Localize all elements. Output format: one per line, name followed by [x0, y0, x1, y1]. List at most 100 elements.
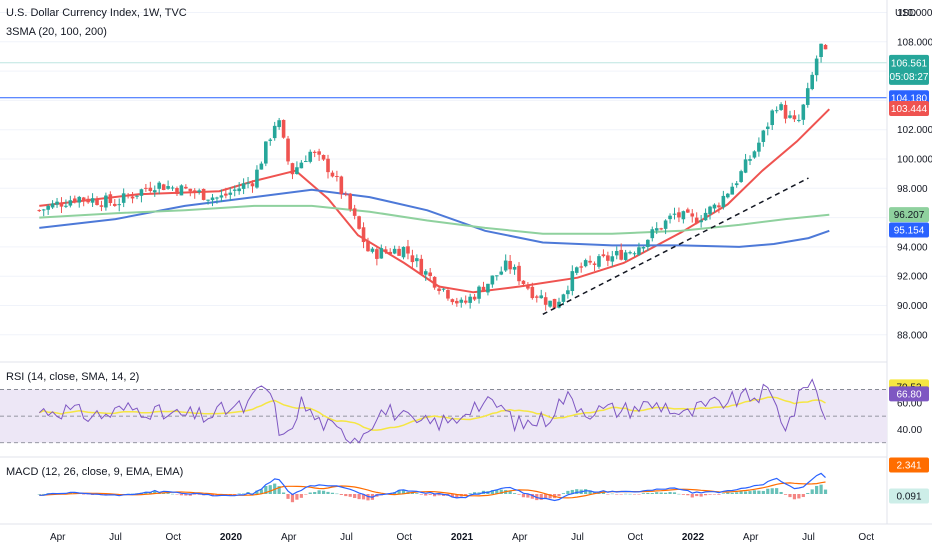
- candle-body: [770, 110, 775, 126]
- price-tick-label: 108.000: [897, 37, 932, 48]
- macd-histogram-bar: [526, 494, 530, 498]
- macd-histogram-bar: [659, 492, 663, 494]
- candle-body: [277, 120, 281, 128]
- candle-body: [437, 288, 441, 291]
- macd-histogram-bar: [815, 485, 819, 494]
- macd-histogram-bar: [721, 493, 725, 494]
- macd-histogram-bar: [508, 490, 512, 494]
- rsi-badge-text: 66.80: [896, 389, 921, 400]
- macd-histogram-bar: [268, 485, 272, 494]
- macd-histogram-bar: [304, 494, 308, 495]
- last-price-text: 106.561: [891, 58, 928, 69]
- candle-body: [703, 212, 708, 221]
- candle-body: [614, 250, 619, 256]
- hline-badge-text: 104.180: [891, 93, 928, 104]
- candle-body: [308, 151, 313, 162]
- candle-body: [530, 286, 535, 299]
- candle-body: [184, 186, 188, 189]
- rsi-line[interactable]: [38, 378, 826, 444]
- candle-body: [148, 187, 153, 192]
- time-tick-label: Apr: [50, 532, 66, 543]
- macd-histogram-bar: [646, 492, 650, 494]
- candle-body: [699, 220, 703, 223]
- candle-body: [397, 248, 401, 256]
- macd-histogram-bar: [712, 494, 717, 495]
- candle-body: [495, 275, 499, 277]
- candle-body: [508, 260, 512, 270]
- candle-body: [681, 211, 686, 220]
- time-tick-label: Jul: [571, 532, 584, 543]
- macd-histogram-bar: [761, 490, 765, 494]
- macd-histogram-bar: [210, 494, 215, 496]
- macd-histogram-bar: [353, 494, 357, 499]
- price-tick-label: 88.000: [897, 330, 928, 341]
- macd-histogram-bar: [326, 491, 330, 494]
- candle-body: [348, 193, 353, 210]
- macd-histogram-bar: [242, 493, 246, 495]
- candle-body: [632, 253, 637, 255]
- candle-body: [552, 298, 557, 308]
- candle-body: [46, 205, 50, 210]
- candle-body: [472, 296, 477, 300]
- candle-body: [357, 216, 361, 229]
- candle-body: [286, 138, 290, 162]
- candle-body: [805, 88, 810, 105]
- candle-body: [99, 205, 104, 207]
- candle-body: [774, 110, 779, 112]
- candle-body: [370, 248, 375, 252]
- macd-label[interactable]: MACD (12, 26, close, 9, EMA, EMA): [6, 466, 183, 478]
- candle-body: [623, 252, 628, 260]
- histogram-badge-text: 0.091: [896, 492, 921, 503]
- macd-histogram-bar: [424, 494, 428, 496]
- candle-body: [321, 155, 326, 160]
- candle-body: [250, 183, 255, 187]
- candle-body: [734, 183, 739, 186]
- candle-body: [694, 217, 699, 224]
- price-tick-label: 102.000: [897, 125, 932, 136]
- candle-body: [579, 266, 584, 268]
- macd-histogram-bar: [255, 490, 259, 494]
- candle-body: [303, 161, 308, 163]
- macd-histogram-bar: [819, 484, 823, 494]
- candle-body: [788, 115, 792, 118]
- candle-body: [379, 248, 384, 259]
- trend-line[interactable]: [542, 177, 809, 315]
- macd-pane: [37, 472, 828, 503]
- candle-body: [317, 151, 321, 155]
- candle-body: [299, 162, 304, 169]
- macd-histogram-bar: [557, 494, 561, 497]
- candle-body: [779, 104, 783, 110]
- price-tick-label: 90.000: [897, 301, 928, 312]
- time-axis[interactable]: Apr Jul Oct 2020 Apr Jul Oct 2021 Apr Jul Oct 2022 A…: [50, 532, 874, 543]
- candle-body: [401, 246, 406, 258]
- candle-body: [152, 190, 157, 193]
- candle-body: [406, 246, 410, 254]
- macd-histogram-bar: [699, 494, 703, 497]
- macd-histogram-bar: [321, 490, 326, 494]
- candle-body: [68, 200, 73, 206]
- candle-body: [654, 228, 659, 231]
- sma-200-line[interactable]: [39, 204, 830, 235]
- macd-histogram-bar: [588, 490, 592, 494]
- candle-body: [166, 186, 170, 189]
- candle-body: [188, 188, 193, 192]
- macd-histogram-bar: [708, 494, 712, 495]
- indicator-label[interactable]: 3SMA (20, 100, 200): [6, 26, 107, 38]
- rsi-label[interactable]: RSI (14, close, SMA, 14, 2): [6, 371, 139, 383]
- price-axis[interactable]: 110.000 108.000 102.000 100.000 98.000 94.000…: [897, 8, 932, 436]
- macd-histogram-bar: [472, 492, 477, 494]
- time-tick-label: Oct: [627, 532, 643, 543]
- macd-histogram-bar: [628, 493, 632, 495]
- macd-line[interactable]: [39, 472, 826, 502]
- candle-body: [104, 195, 108, 208]
- macd-histogram-bar: [517, 494, 521, 495]
- candle-body: [343, 193, 348, 195]
- candle-body: [561, 294, 566, 302]
- candle-body: [543, 297, 548, 305]
- candle-body: [814, 58, 819, 76]
- candle-body: [375, 249, 379, 259]
- time-tick-label: 2022: [682, 532, 705, 543]
- candle-body: [206, 199, 210, 201]
